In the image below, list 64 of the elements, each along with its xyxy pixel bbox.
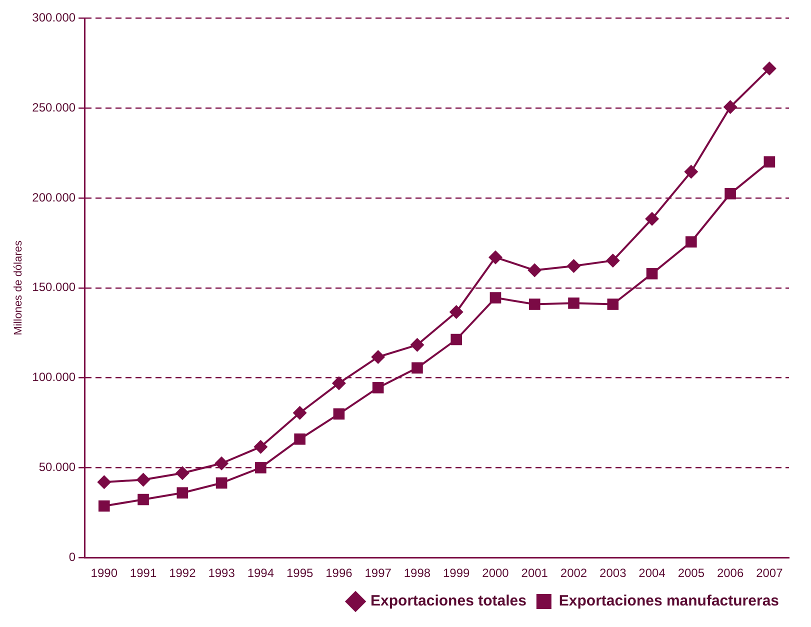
y-axis-title: Millones de dólares	[12, 240, 25, 336]
point	[684, 164, 698, 179]
x-tick-label: 1992	[169, 566, 196, 580]
x-tick-label: 1996	[326, 566, 353, 580]
x-tick-label: 2003	[600, 566, 627, 580]
point	[176, 487, 188, 499]
point	[449, 304, 464, 319]
point	[255, 462, 266, 474]
x-tick-label: 2001	[521, 566, 548, 580]
point	[410, 338, 424, 352]
x-tick-label: 1993	[208, 566, 236, 580]
x-tick-label: 1999	[443, 566, 470, 580]
y-tick-label: 0	[68, 550, 76, 564]
point	[764, 156, 776, 168]
point	[528, 298, 540, 310]
x-tick-label: 2007	[756, 566, 784, 580]
x-tick-label: 2004	[638, 566, 666, 580]
point	[254, 440, 268, 454]
x-tick-label: 2006	[716, 566, 744, 580]
legend-label: Exportaciones manufactureras	[558, 592, 779, 610]
point	[333, 408, 345, 420]
x-tick-label: 1995	[286, 566, 314, 580]
point	[292, 406, 307, 420]
point	[136, 472, 150, 487]
x-tick-label: 2000	[482, 566, 510, 580]
x-tick-label: 1990	[90, 566, 118, 580]
point	[724, 188, 736, 200]
y-tick-label: 300.000	[32, 10, 76, 25]
point	[332, 376, 346, 390]
point	[371, 350, 386, 364]
x-tick-label: 1997	[364, 566, 392, 580]
x-tick-label: 1998	[404, 566, 431, 580]
point	[606, 254, 620, 268]
point	[294, 433, 306, 445]
point	[686, 236, 697, 248]
x-tick-label: 1994	[247, 566, 274, 580]
point	[488, 250, 502, 264]
point	[138, 494, 149, 506]
point	[528, 263, 542, 278]
point	[645, 212, 660, 226]
point	[214, 456, 229, 470]
point	[646, 268, 658, 280]
point	[490, 292, 502, 304]
legend-label: Exportaciones totales	[370, 592, 526, 610]
y-tick-label: 50.000	[38, 460, 76, 474]
x-tick-label: 2005	[678, 566, 705, 580]
y-tick-label: 250.000	[32, 100, 76, 114]
point	[97, 475, 112, 490]
point	[216, 477, 228, 489]
x-tick-label: 2002	[560, 566, 588, 580]
point	[762, 62, 776, 76]
y-tick-label: 200.000	[32, 190, 76, 204]
point	[98, 500, 110, 512]
point	[568, 298, 580, 309]
point	[450, 334, 462, 346]
point	[372, 382, 384, 394]
point	[723, 100, 738, 114]
y-tick-label: 150.000	[32, 280, 76, 294]
y-tick-label: 100.000	[32, 370, 76, 384]
point	[607, 298, 619, 310]
x-tick-label: 1991	[130, 566, 157, 580]
point	[412, 362, 423, 374]
point	[175, 466, 190, 480]
point	[566, 258, 581, 273]
